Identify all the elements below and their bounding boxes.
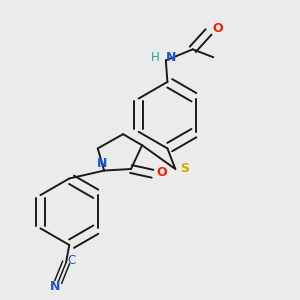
Text: O: O	[156, 166, 167, 179]
Text: C: C	[68, 254, 76, 267]
Text: H: H	[151, 51, 160, 64]
Text: S: S	[180, 162, 189, 175]
Text: N: N	[50, 280, 60, 293]
Text: O: O	[212, 22, 223, 35]
Text: N: N	[97, 157, 108, 170]
Text: N: N	[166, 51, 177, 64]
